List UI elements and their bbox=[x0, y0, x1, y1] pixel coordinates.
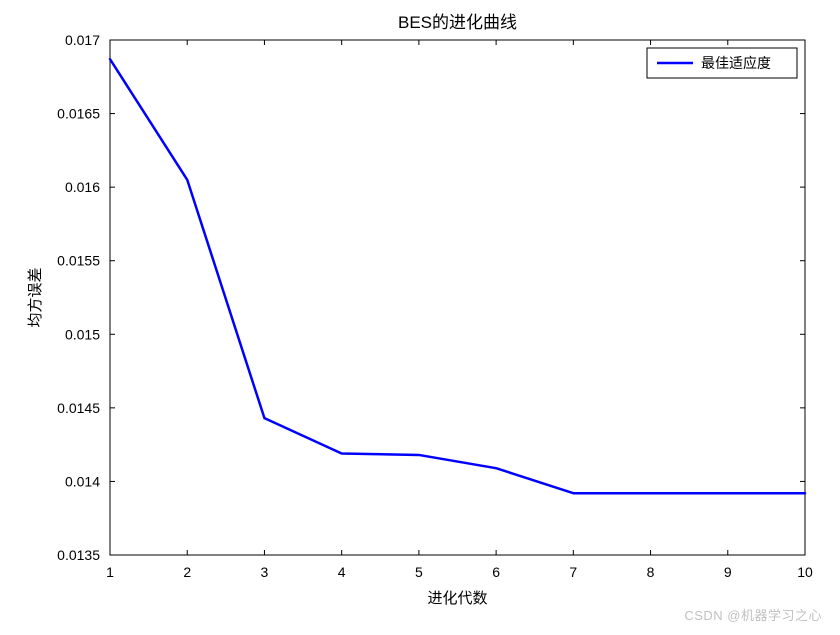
x-axis-label: 进化代数 bbox=[427, 590, 487, 607]
x-tick-label: 6 bbox=[492, 564, 500, 580]
x-tick-label: 4 bbox=[338, 564, 346, 580]
x-tick-label: 3 bbox=[261, 564, 269, 580]
x-tick-label: 7 bbox=[569, 564, 577, 580]
x-tick-label: 5 bbox=[415, 564, 423, 580]
y-tick-label: 0.0155 bbox=[57, 253, 100, 269]
y-axis-label: 均方误差 bbox=[27, 267, 44, 327]
chart-title: BES的进化曲线 bbox=[398, 13, 517, 32]
y-tick-label: 0.017 bbox=[65, 32, 100, 48]
x-tick-label: 2 bbox=[183, 564, 191, 580]
y-tick-label: 0.015 bbox=[65, 326, 100, 342]
chart-container: 1 2 3 4 5 6 7 8 9 10 0.0135 0.014 0.0145 0.015 0.0155 0… bbox=[0, 0, 840, 630]
x-tick-label: 9 bbox=[724, 564, 732, 580]
x-tick-label: 10 bbox=[797, 564, 813, 580]
x-tick-label: 1 bbox=[106, 564, 114, 580]
y-tick-label: 0.0145 bbox=[57, 400, 100, 416]
plot-area bbox=[110, 40, 805, 555]
y-tick-label: 0.014 bbox=[65, 473, 100, 489]
watermark-text: CSDN @机器学习之心 bbox=[684, 605, 822, 624]
y-tick-label: 0.0165 bbox=[57, 106, 100, 122]
y-tick-label: 0.016 bbox=[65, 179, 100, 195]
x-tick-label: 8 bbox=[647, 564, 655, 580]
legend-label: 最佳适应度 bbox=[701, 55, 771, 71]
y-tick-label: 0.0135 bbox=[57, 547, 100, 563]
line-chart: 1 2 3 4 5 6 7 8 9 10 0.0135 0.014 0.0145 0.015 0.0155 0… bbox=[0, 0, 840, 630]
